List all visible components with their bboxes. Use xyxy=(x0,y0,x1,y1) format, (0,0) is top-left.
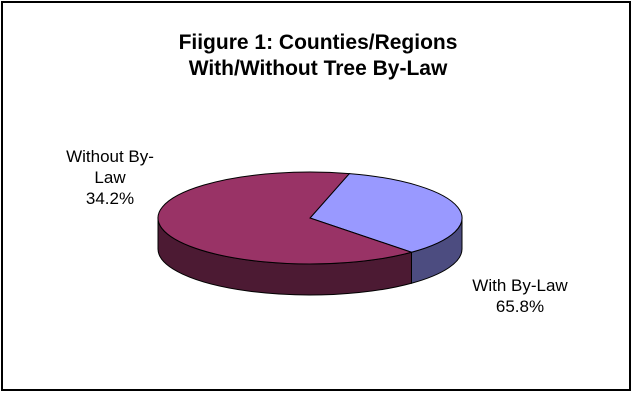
slice-label-name-line-2: Law xyxy=(94,168,126,187)
slice-label-name: With By-Law xyxy=(472,276,568,295)
slice-label-percent: 65.8% xyxy=(495,297,545,316)
slice-label-name-line-1: Without By- xyxy=(66,147,154,166)
pie-slice-0 xyxy=(309,173,463,253)
slice-label-percent: 34.2% xyxy=(85,189,135,208)
pie-slice-1 xyxy=(157,171,414,265)
chart-title: Fiigure 1: Counties/Regions With/Without… xyxy=(3,30,633,82)
slice-label-without-by-law: Without By- Law 34.2% xyxy=(48,146,172,209)
slice-label-with-by-law: With By-Law 65.8% xyxy=(455,275,585,317)
chart-title-line-1: Fiigure 1: Counties/Regions xyxy=(178,31,458,54)
chart-title-line-2: With/Without Tree By-Law xyxy=(188,57,448,80)
